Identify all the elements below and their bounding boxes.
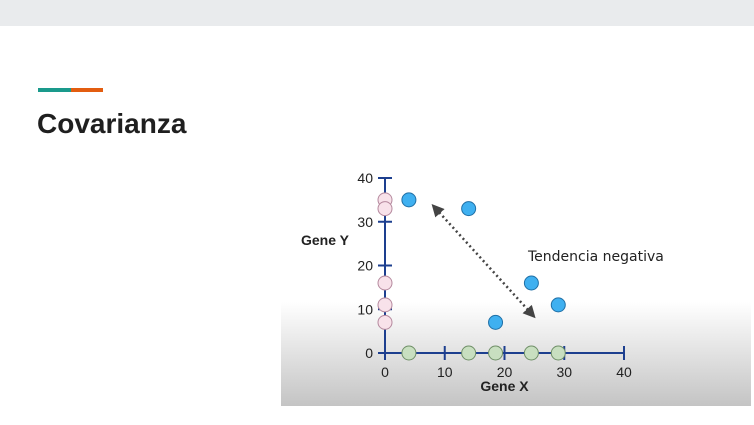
x-projection-point — [488, 345, 504, 361]
x-tick-label: 0 — [381, 364, 389, 380]
data-point — [461, 201, 477, 217]
y-tick-label: 20 — [357, 258, 373, 274]
y-projection-point — [377, 275, 393, 291]
data-point — [401, 192, 417, 208]
data-point — [550, 297, 566, 313]
x-projection-point — [550, 345, 566, 361]
x-tick-label: 40 — [616, 364, 632, 380]
x-projection-point — [401, 345, 417, 361]
y-projection-point — [377, 314, 393, 330]
scatter-chart: 0 10 20 30 40 0 10 20 30 40 Gene X Gene Y Tendencia … — [281, 170, 751, 406]
x-tick-label: 10 — [437, 364, 453, 380]
chart-figure: 0 10 20 30 40 0 10 20 30 40 Gene X Gene Y Tendencia … — [281, 160, 751, 406]
accent-bar-teal — [38, 88, 71, 92]
y-axis-label: Gene Y — [301, 232, 350, 248]
x-projection-point — [523, 345, 539, 361]
trend-arrow — [431, 204, 536, 319]
data-point — [488, 314, 504, 330]
accent-bar-orange — [71, 88, 103, 92]
top-bar — [0, 0, 754, 26]
x-tick-label: 30 — [556, 364, 572, 380]
x-axis-label: Gene X — [480, 378, 529, 394]
y-tick-label: 0 — [365, 345, 373, 361]
x-projection-point — [461, 345, 477, 361]
trend-annotation: Tendencia negativa — [527, 249, 664, 265]
y-projection-point — [377, 297, 393, 313]
y-tick-label: 40 — [357, 170, 373, 186]
y-projection-point — [377, 201, 393, 217]
x-tick-label: 20 — [497, 364, 513, 380]
y-tick-label: 10 — [357, 301, 373, 317]
slide-title: Covarianza — [37, 108, 187, 139]
y-tick-label: 30 — [357, 214, 373, 230]
data-point — [523, 275, 539, 291]
